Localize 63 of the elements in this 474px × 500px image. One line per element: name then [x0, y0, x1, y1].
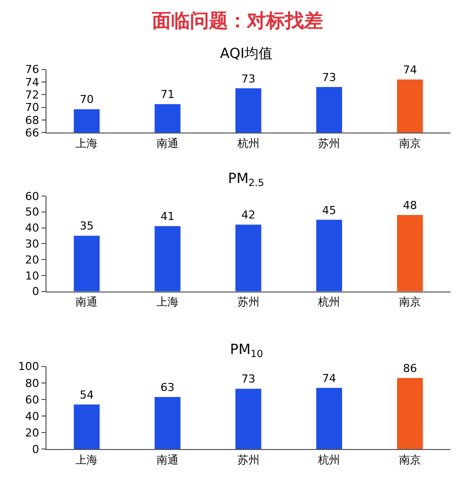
data-label: 74 [322, 372, 336, 385]
data-label: 74 [402, 63, 417, 76]
x-tick-label: 南京 [398, 136, 421, 150]
y-tick-label: 72 [25, 88, 40, 102]
data-label: 86 [402, 362, 417, 375]
text: 面临问题：对标找差 [151, 10, 323, 32]
y-tick-label: 80 [25, 376, 40, 390]
data-label: 73 [241, 72, 256, 86]
chart-title: AQI均值 [220, 46, 272, 62]
x-tick-label: 苏州 [318, 136, 340, 150]
bar [235, 224, 262, 292]
x-tick-label: 上海 [76, 136, 98, 150]
x-tick-label: 南通 [76, 296, 98, 309]
y-tick-label: 20 [25, 426, 40, 440]
bar [74, 236, 100, 292]
y-tick-label: 76 [25, 63, 40, 76]
bar [154, 397, 180, 450]
y-tick-label: 40 [25, 222, 40, 235]
y-tick-label: 70 [25, 101, 40, 114]
data-label: 71 [160, 88, 175, 102]
bar [397, 215, 423, 292]
y-tick-label: 66 [25, 126, 40, 140]
chart-title: PM$_{2.5}$ [228, 171, 264, 189]
y-tick-label: 60 [25, 190, 40, 203]
data-label: 35 [80, 220, 94, 233]
x-tick-label: 上海 [156, 296, 179, 309]
chart-title: PM$_{10}$ [230, 342, 263, 360]
x-tick-label: 杭州 [236, 136, 260, 150]
y-tick-label: 20 [25, 253, 40, 266]
data-label: 70 [80, 93, 94, 106]
y-tick-label: 0 [32, 285, 40, 298]
x-tick-label: 杭州 [317, 453, 340, 466]
x-tick-label: 南通 [156, 453, 179, 466]
y-tick-label: 30 [25, 238, 40, 251]
data-label: 48 [402, 199, 417, 212]
y-tick-label: 0 [32, 443, 40, 456]
y-tick-label: 10 [25, 269, 40, 282]
data-label: 42 [241, 208, 256, 222]
bar [154, 226, 180, 292]
x-tick-label: 南京 [398, 296, 421, 309]
data-label: 73 [241, 372, 256, 386]
bar [316, 220, 342, 292]
data-label: 73 [322, 71, 336, 84]
x-tick-label: 苏州 [237, 453, 260, 466]
bar [316, 388, 342, 450]
x-tick-label: 杭州 [317, 296, 340, 309]
data-label: 54 [80, 388, 94, 402]
y-tick-label: 50 [25, 206, 40, 219]
bar [397, 378, 423, 450]
data-label: 63 [160, 381, 175, 394]
x-tick-label: 苏州 [237, 296, 260, 309]
data-label: 45 [322, 204, 336, 217]
x-tick-label: 南通 [156, 136, 179, 150]
y-tick-label: 100 [18, 360, 40, 374]
y-tick-label: 60 [25, 393, 40, 406]
x-tick-label: 南京 [398, 453, 421, 466]
y-tick-label: 74 [25, 76, 40, 89]
y-tick-label: 40 [25, 410, 40, 423]
y-tick-label: 68 [25, 114, 40, 127]
data-label: 41 [160, 210, 175, 224]
bar [235, 388, 262, 450]
x-tick-label: 上海 [76, 453, 98, 466]
bar [74, 404, 100, 450]
